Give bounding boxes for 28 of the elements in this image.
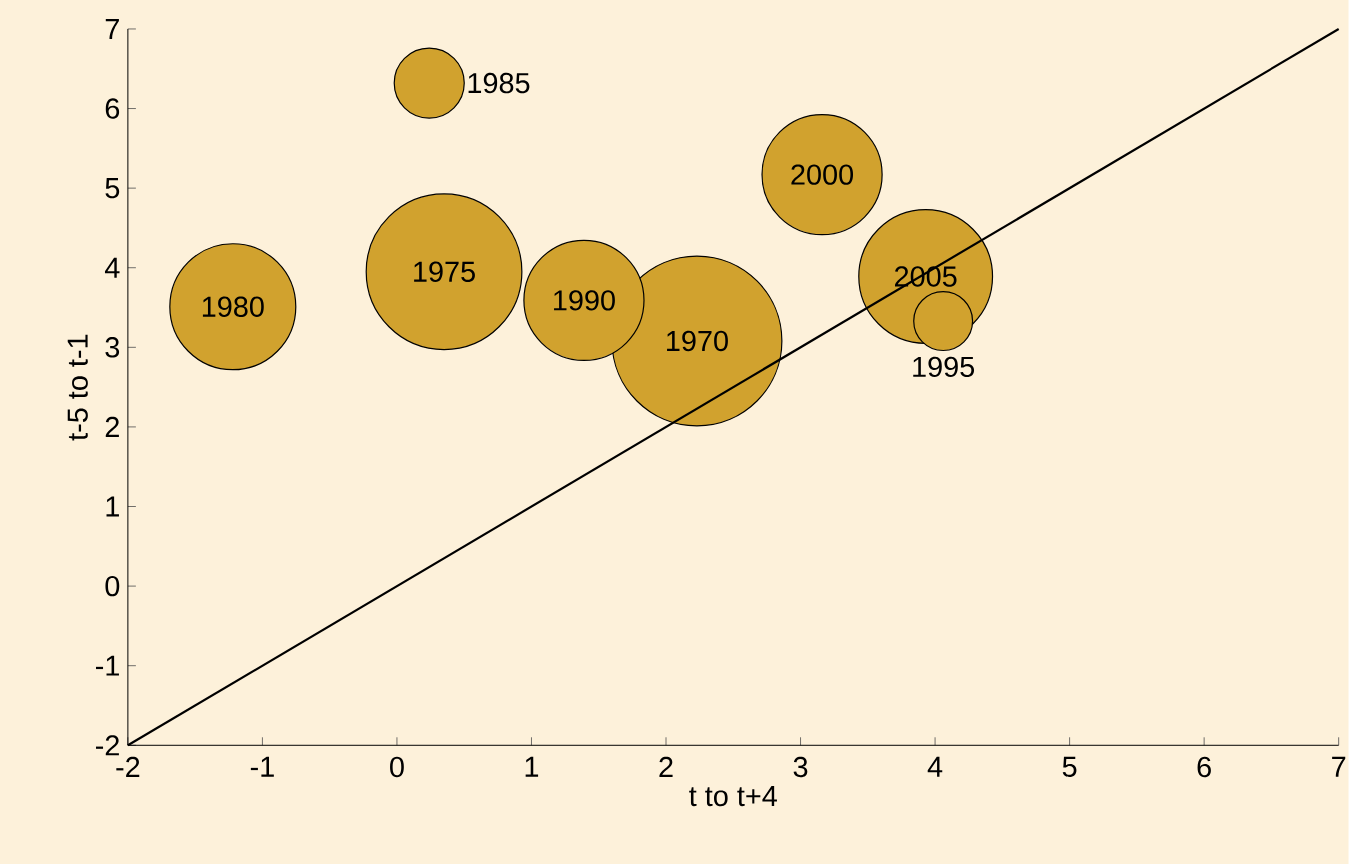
x-tick-label: 5 bbox=[1062, 756, 1077, 777]
annotation: 1985 bbox=[468, 72, 530, 94]
x-tick-label: 2 bbox=[659, 756, 673, 777]
x-tick-label: 1 bbox=[525, 756, 539, 777]
annotation: 1970 bbox=[667, 330, 728, 352]
annotation: 1990 bbox=[554, 290, 615, 311]
x-tick-label: 6 bbox=[1197, 756, 1211, 778]
annotation: 1980 bbox=[202, 296, 264, 317]
y-tick-label: 6 bbox=[105, 98, 120, 119]
x-axis-title: t to t+4 bbox=[689, 785, 777, 807]
y-tick-label: -2 bbox=[95, 735, 119, 756]
y-axis-title: t-5 to t-1 bbox=[67, 334, 88, 441]
y-tick-label: 3 bbox=[105, 337, 120, 358]
y-tick-label: 2 bbox=[105, 416, 119, 437]
x-tick-label: 3 bbox=[793, 756, 808, 778]
y-tick-label: 5 bbox=[105, 177, 120, 199]
y-tick-label: 7 bbox=[105, 18, 119, 39]
x-tick-label: 4 bbox=[927, 756, 943, 777]
y-tick-label: 1 bbox=[106, 496, 119, 517]
annotation: 1975 bbox=[414, 261, 475, 282]
y-tick-label: 4 bbox=[104, 257, 120, 278]
annotation: 1995 bbox=[913, 356, 975, 377]
y-tick-label: -1 bbox=[95, 655, 119, 676]
x-tick-label: 7 bbox=[1332, 756, 1346, 777]
annotation: 2000 bbox=[791, 164, 854, 185]
x-tick-label: -1 bbox=[250, 756, 274, 777]
x-tick-label: 0 bbox=[390, 756, 404, 778]
y-tick-label: 0 bbox=[105, 575, 120, 597]
